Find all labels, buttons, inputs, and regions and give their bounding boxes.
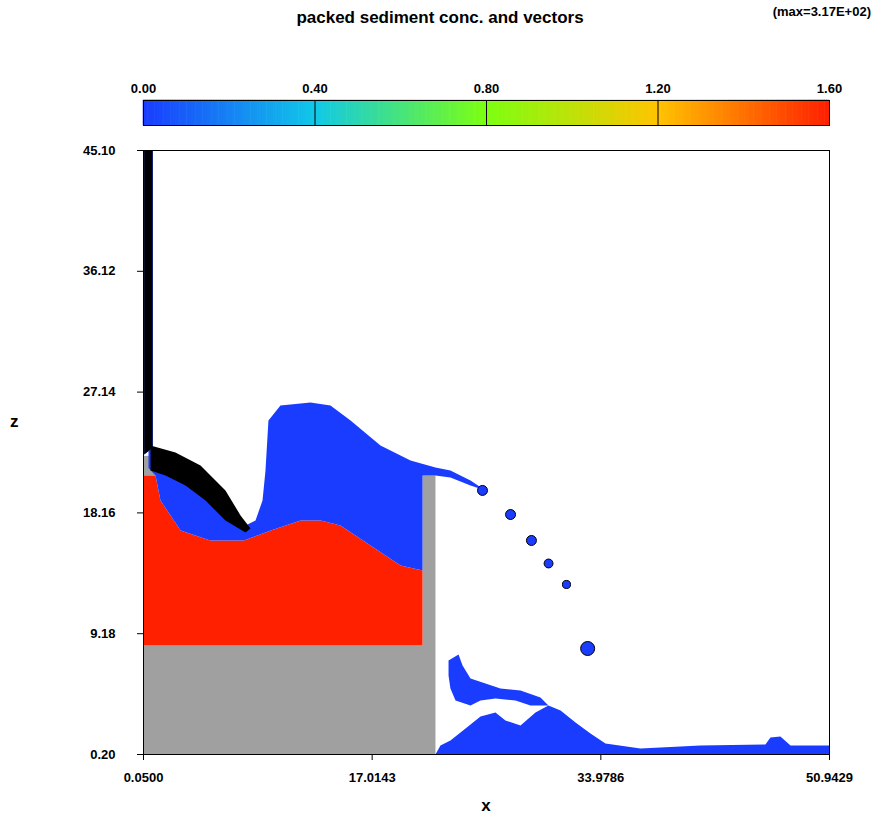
svg-text:18.16: 18.16 — [83, 505, 116, 520]
svg-text:9.18: 9.18 — [90, 626, 115, 641]
svg-text:0.0500: 0.0500 — [124, 770, 164, 785]
svg-text:0.40: 0.40 — [302, 81, 327, 96]
svg-text:0.00: 0.00 — [131, 81, 156, 96]
svg-text:27.14: 27.14 — [83, 384, 116, 399]
svg-text:36.12: 36.12 — [83, 263, 116, 278]
svg-text:0.80: 0.80 — [474, 81, 499, 96]
svg-text:50.9429: 50.9429 — [806, 770, 853, 785]
svg-text:33.9786: 33.9786 — [577, 770, 624, 785]
html-text:(max=3.17E+02): (max=3.17E+02) — [772, 4, 871, 19]
html-text:packed sediment conc. and vect: packed sediment conc. and vectors — [296, 8, 584, 27]
svg-text:17.0143: 17.0143 — [349, 770, 396, 785]
svg-text:1.60: 1.60 — [817, 81, 842, 96]
svg-text:1.20: 1.20 — [645, 81, 670, 96]
html-text:z: z — [10, 412, 19, 431]
svg-text:0.20: 0.20 — [90, 747, 115, 762]
html-text:x: x — [481, 796, 491, 815]
svg-text:45.10: 45.10 — [83, 143, 116, 158]
